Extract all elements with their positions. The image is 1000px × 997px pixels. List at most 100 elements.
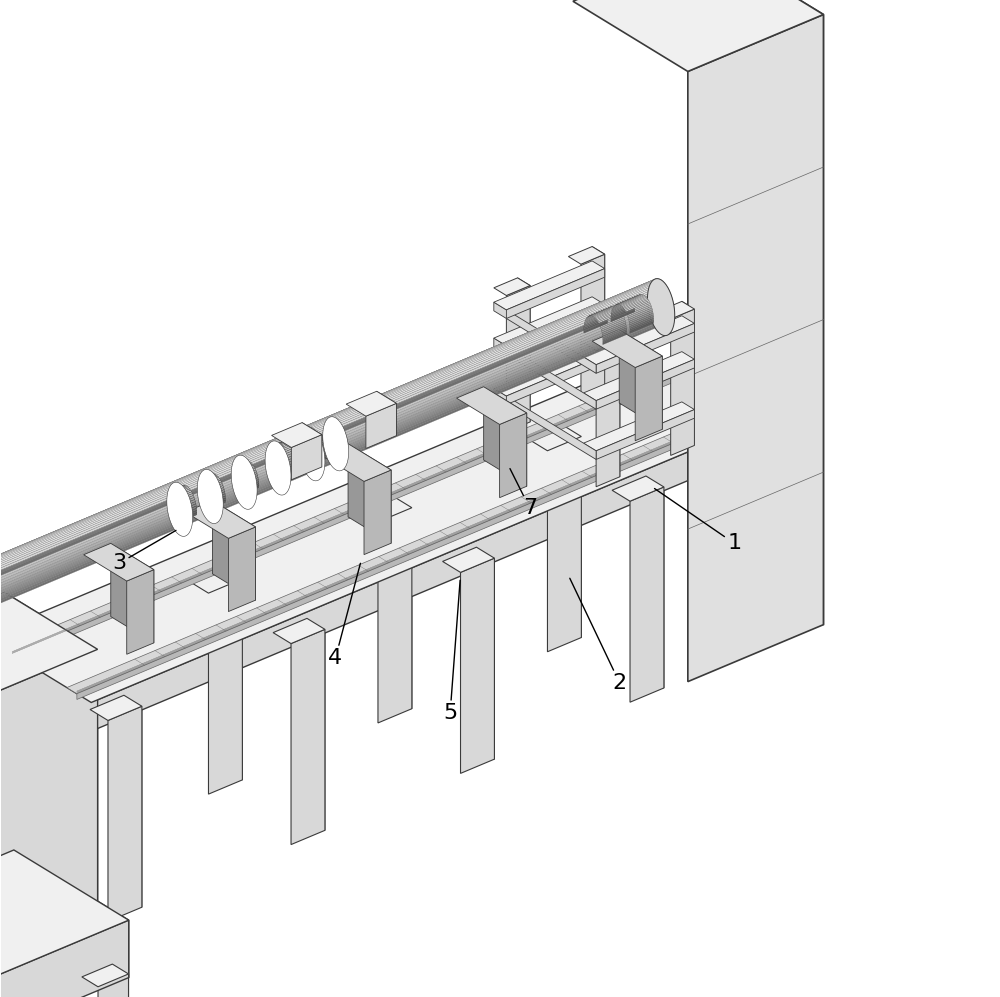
Polygon shape: [253, 482, 259, 486]
Polygon shape: [584, 352, 694, 401]
Polygon shape: [218, 488, 224, 492]
Polygon shape: [589, 306, 614, 316]
Polygon shape: [288, 460, 296, 466]
Polygon shape: [299, 427, 325, 481]
Polygon shape: [568, 246, 605, 264]
Polygon shape: [219, 490, 225, 494]
Polygon shape: [210, 475, 217, 478]
Polygon shape: [624, 299, 649, 311]
Polygon shape: [77, 415, 741, 700]
Polygon shape: [284, 451, 294, 457]
Polygon shape: [0, 294, 672, 600]
Polygon shape: [0, 299, 648, 606]
Polygon shape: [170, 493, 177, 498]
Polygon shape: [612, 476, 664, 501]
Polygon shape: [592, 306, 617, 316]
Polygon shape: [0, 288, 649, 594]
Polygon shape: [179, 486, 187, 489]
Polygon shape: [275, 442, 284, 446]
Polygon shape: [67, 409, 741, 694]
Polygon shape: [311, 434, 317, 436]
Polygon shape: [201, 480, 207, 483]
Polygon shape: [235, 475, 240, 479]
Polygon shape: [127, 569, 154, 654]
Polygon shape: [366, 404, 396, 449]
Polygon shape: [602, 325, 626, 336]
Polygon shape: [321, 455, 326, 460]
Polygon shape: [269, 445, 278, 450]
Text: 3: 3: [112, 530, 176, 573]
Polygon shape: [603, 331, 627, 343]
Polygon shape: [494, 389, 596, 460]
Text: 2: 2: [570, 578, 627, 693]
Polygon shape: [328, 437, 332, 441]
Polygon shape: [307, 434, 313, 437]
Polygon shape: [0, 288, 669, 594]
Polygon shape: [360, 497, 412, 522]
Polygon shape: [313, 435, 319, 438]
Polygon shape: [377, 391, 396, 436]
Polygon shape: [291, 629, 325, 844]
Polygon shape: [590, 306, 615, 316]
Polygon shape: [584, 314, 608, 325]
Polygon shape: [461, 558, 494, 774]
Polygon shape: [620, 295, 645, 306]
Polygon shape: [217, 484, 223, 488]
Polygon shape: [330, 427, 334, 429]
Polygon shape: [629, 313, 653, 325]
Polygon shape: [186, 494, 193, 498]
Polygon shape: [603, 333, 627, 345]
Polygon shape: [340, 431, 345, 434]
Polygon shape: [494, 261, 605, 310]
Polygon shape: [267, 456, 275, 462]
Text: 7: 7: [510, 469, 537, 518]
Polygon shape: [0, 282, 665, 587]
Polygon shape: [197, 470, 223, 523]
Polygon shape: [0, 311, 675, 618]
Polygon shape: [308, 433, 315, 436]
Polygon shape: [584, 320, 608, 331]
Polygon shape: [596, 410, 694, 460]
Polygon shape: [205, 474, 212, 477]
Polygon shape: [343, 442, 348, 446]
Polygon shape: [630, 315, 654, 327]
Polygon shape: [250, 469, 256, 473]
Polygon shape: [250, 470, 256, 474]
Polygon shape: [344, 446, 348, 449]
Polygon shape: [506, 285, 530, 432]
Polygon shape: [267, 446, 289, 491]
Polygon shape: [614, 296, 638, 307]
Polygon shape: [601, 319, 625, 331]
Polygon shape: [584, 316, 694, 365]
Polygon shape: [188, 499, 195, 504]
Polygon shape: [238, 462, 244, 465]
Polygon shape: [547, 437, 581, 652]
Polygon shape: [328, 436, 332, 439]
Polygon shape: [245, 462, 252, 466]
Polygon shape: [593, 306, 618, 317]
Polygon shape: [214, 479, 221, 483]
Polygon shape: [332, 425, 336, 427]
Polygon shape: [267, 458, 275, 464]
Polygon shape: [235, 469, 241, 473]
Polygon shape: [611, 301, 636, 312]
Polygon shape: [584, 333, 620, 350]
Polygon shape: [330, 426, 335, 429]
Polygon shape: [321, 457, 326, 461]
Text: 1: 1: [655, 489, 741, 553]
Polygon shape: [241, 461, 248, 463]
Polygon shape: [584, 402, 694, 451]
Polygon shape: [506, 355, 605, 405]
Polygon shape: [167, 483, 193, 536]
Polygon shape: [622, 296, 647, 307]
Polygon shape: [602, 323, 626, 335]
Polygon shape: [235, 463, 253, 501]
Polygon shape: [302, 423, 322, 467]
Polygon shape: [494, 302, 596, 373]
Polygon shape: [189, 501, 196, 506]
Polygon shape: [321, 444, 391, 482]
Polygon shape: [220, 496, 225, 500]
Polygon shape: [268, 450, 276, 455]
Polygon shape: [310, 433, 316, 436]
Polygon shape: [592, 330, 662, 368]
